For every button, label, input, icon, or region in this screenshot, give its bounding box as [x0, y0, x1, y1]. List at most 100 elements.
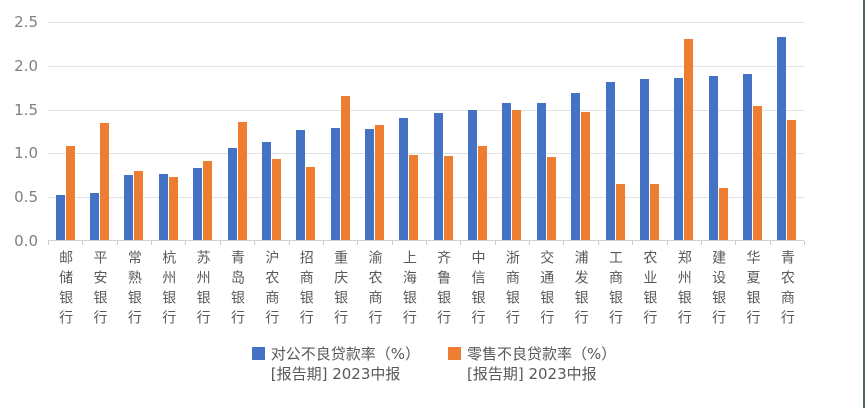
x-category-label-19: 郑州银行: [675, 250, 692, 330]
axis-tick: [288, 241, 290, 245]
x-category-label-5: 苏州银行: [194, 250, 211, 330]
bar-retail-12: [443, 156, 453, 241]
bar-retail-11: [409, 155, 419, 241]
bar-corporate-6: [227, 148, 237, 241]
x-category-label-2: 平安银行: [91, 250, 108, 330]
bar-corporate-10: [364, 128, 374, 241]
x-category-label-16: 浦发银行: [572, 250, 589, 330]
x-category-label-13: 中信银行: [469, 250, 486, 330]
y-tick-label-2.5: 2.5: [14, 13, 38, 31]
x-category-label-11: 上海银行: [400, 250, 417, 330]
legend-label-retail: 零售不良贷款率（%）: [467, 345, 617, 363]
bar-corporate-14: [502, 102, 512, 241]
bar-retail-1: [65, 145, 75, 241]
bar-corporate-4: [158, 173, 168, 241]
axis-tick: [185, 241, 187, 245]
axis-tick: [700, 241, 702, 245]
legend-swatch-retail-icon: [448, 347, 461, 360]
y-tick-label-0.5: 0.5: [14, 188, 38, 207]
bar-retail-20: [718, 187, 728, 241]
x-category-label-10: 渝农商行: [366, 250, 383, 330]
axis-tick: [563, 241, 565, 245]
bar-retail-18: [649, 184, 659, 241]
gridline-1.5: [48, 109, 804, 111]
axis-tick: [666, 241, 668, 245]
axis-tick: [529, 241, 531, 245]
axis-tick: [735, 241, 737, 245]
y-tick-label-0.0: 0.0: [14, 232, 38, 250]
x-category-label-18: 农业银行: [641, 250, 658, 330]
bar-retail-7: [271, 158, 281, 241]
axis-tick: [460, 241, 462, 245]
axis-tick: [82, 241, 84, 245]
x-category-label-14: 浙商银行: [503, 250, 520, 330]
bar-retail-22: [787, 120, 797, 241]
x-category-label-15: 交通银行: [538, 250, 555, 330]
axis-tick: [804, 241, 805, 245]
legend-item-corporate-npl: 对公不良贷款率（%） [报告期] 2023中报: [251, 344, 420, 384]
bar-corporate-8: [296, 129, 306, 241]
bar-corporate-22: [777, 36, 787, 241]
x-category-label-1: 邮储银行: [57, 250, 74, 330]
plot-area: [48, 22, 805, 245]
x-category-label-8: 招商银行: [297, 250, 314, 330]
gridline-0.5: [48, 197, 804, 199]
axis-tick: [219, 241, 221, 245]
bar-retail-5: [203, 161, 213, 241]
x-category-label-12: 齐鲁银行: [435, 250, 452, 330]
axis-tick: [494, 241, 496, 245]
legend-sublabel-retail: [报告期] 2023中报: [467, 365, 597, 383]
bar-retail-14: [512, 110, 522, 241]
y-tick-label-2.0: 2.0: [14, 56, 38, 75]
bar-corporate-17: [605, 81, 615, 241]
legend-swatch-corporate-icon: [251, 347, 265, 360]
x-category-label-4: 杭州银行: [160, 250, 177, 330]
bar-retail-2: [100, 122, 110, 241]
bar-retail-6: [237, 121, 247, 241]
x-category-label-22: 青农商行: [778, 250, 795, 330]
bar-corporate-9: [330, 128, 340, 241]
legend-label-corporate: 对公不良贷款率（%）: [270, 345, 420, 363]
axis-tick: [48, 241, 49, 245]
bar-corporate-21: [742, 73, 752, 241]
bar-retail-10: [374, 124, 384, 241]
bar-retail-16: [581, 112, 591, 241]
bar-retail-19: [684, 38, 694, 241]
x-category-label-9: 重庆银行: [332, 250, 349, 330]
x-category-label-3: 常熟银行: [125, 250, 142, 330]
axis-tick: [357, 241, 359, 245]
axis-tick: [116, 241, 118, 245]
bar-corporate-20: [708, 76, 718, 241]
bar-corporate-1: [55, 194, 65, 241]
y-tick-label-1.0: 1.0: [14, 144, 38, 163]
bar-corporate-3: [124, 175, 134, 241]
bar-retail-21: [752, 106, 762, 241]
bar-retail-17: [615, 184, 625, 241]
y-tick-label-1.5: 1.5: [14, 100, 38, 119]
legend: 对公不良贷款率（%） [报告期] 2023中报 零售不良贷款率（%） [报告期]…: [0, 344, 868, 384]
gridline-2.5: [48, 22, 804, 23]
bar-retail-4: [168, 177, 178, 241]
axis-tick: [632, 241, 634, 245]
axis-tick: [391, 241, 393, 245]
x-category-label-6: 青岛银行: [229, 250, 245, 330]
bar-retail-8: [306, 167, 316, 241]
bar-retail-15: [546, 156, 556, 241]
axis-tick: [769, 241, 771, 245]
x-axis-line: [48, 240, 804, 241]
bar-retail-9: [340, 96, 350, 241]
bar-corporate-12: [433, 113, 443, 241]
legend-item-retail-npl: 零售不良贷款率（%） [报告期] 2023中报: [448, 344, 616, 384]
bar-retail-3: [134, 170, 144, 241]
bar-corporate-16: [571, 92, 581, 241]
bar-corporate-13: [468, 110, 478, 241]
gridline-1.0: [48, 153, 804, 155]
axis-tick: [254, 241, 256, 245]
bar-corporate-5: [193, 168, 203, 241]
bar-corporate-18: [639, 78, 649, 241]
bar-corporate-7: [261, 142, 271, 241]
axis-tick: [426, 241, 427, 245]
gridline-2.0: [48, 65, 804, 67]
bar-corporate-19: [674, 78, 684, 241]
